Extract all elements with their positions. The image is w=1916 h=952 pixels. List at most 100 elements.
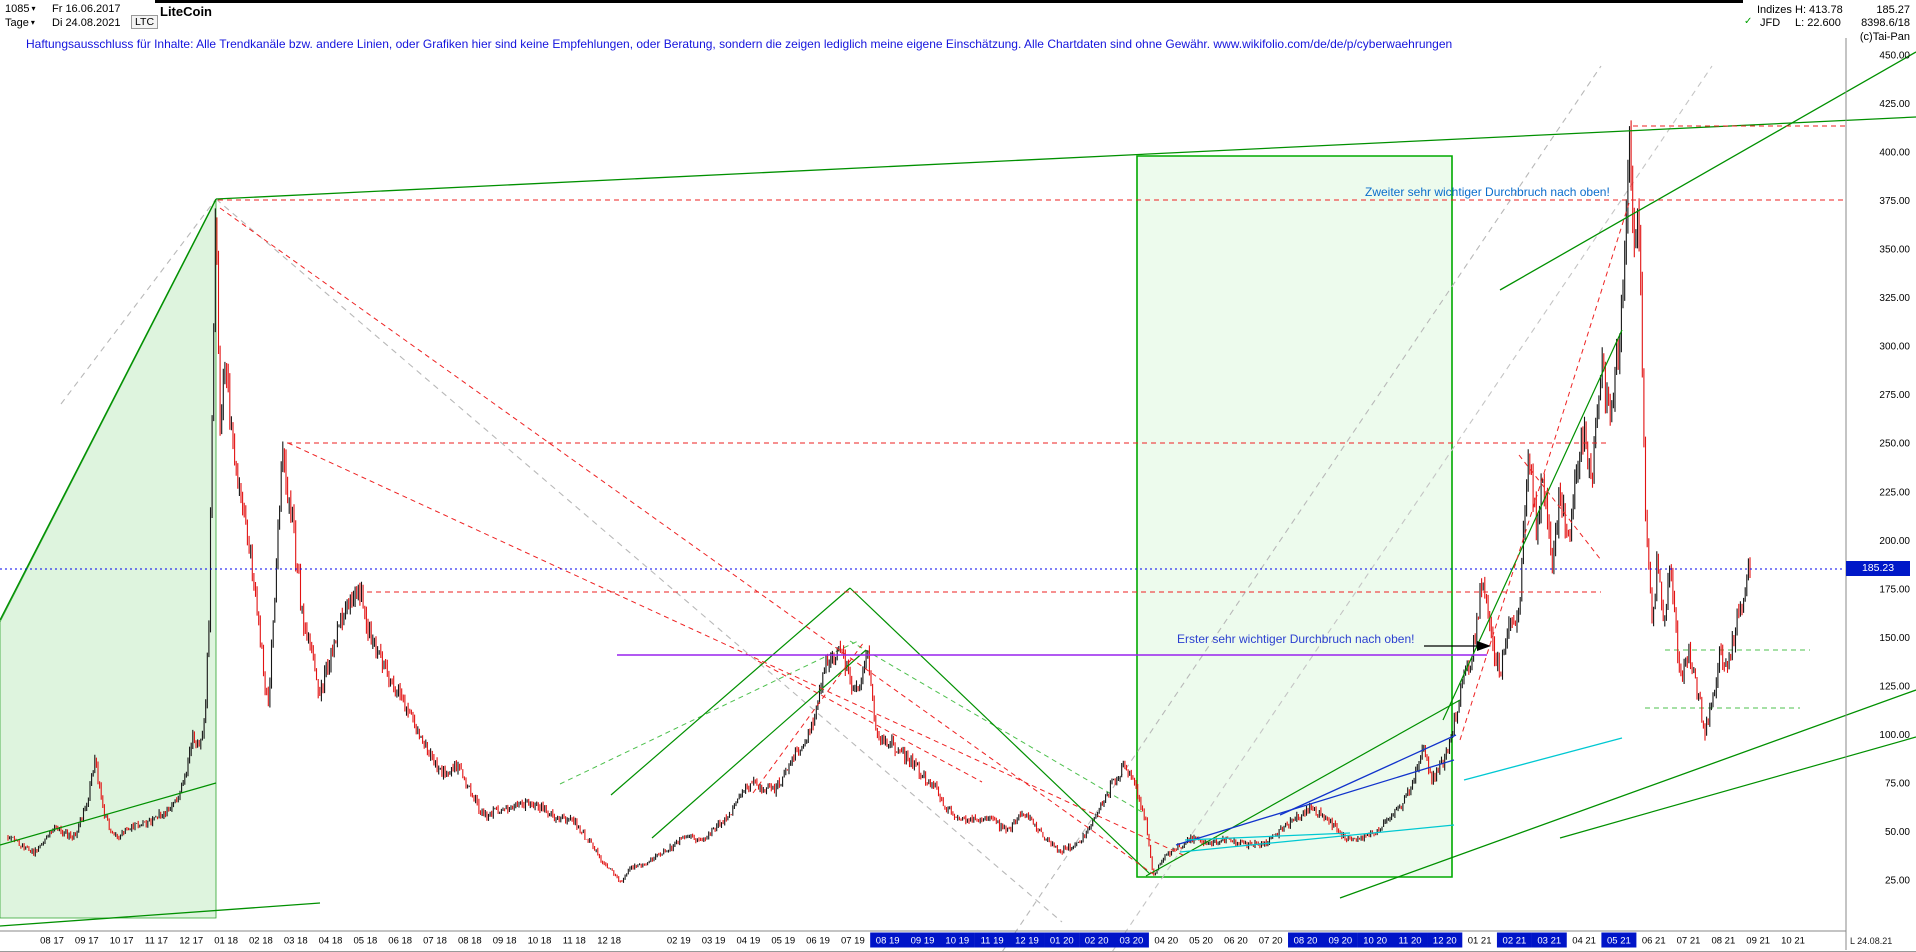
x-axis-highlight xyxy=(974,932,1010,948)
x-axis-label: 03 19 xyxy=(702,936,726,947)
green-support-bottom-right-2[interactable] xyxy=(1559,736,1916,839)
green-steep-top-right[interactable] xyxy=(1499,51,1916,291)
green-dashed-falling-2019[interactable] xyxy=(849,640,1143,813)
x-axis-label: 11 18 xyxy=(563,936,586,947)
red-flag-falling-2019[interactable] xyxy=(757,660,983,783)
x-axis-highlight xyxy=(1601,932,1637,948)
x-axis-label: 04 21 xyxy=(1572,936,1596,947)
period-value: Tage xyxy=(5,17,29,29)
candles-up xyxy=(9,126,1749,883)
cyan-support-2020-a[interactable] xyxy=(1179,824,1455,853)
x-axis-highlight xyxy=(1079,932,1115,948)
x-axis-label: 09 21 xyxy=(1746,936,1770,947)
blue-support-2020-b[interactable] xyxy=(1279,734,1457,816)
indizes-label: Indizes xyxy=(1757,4,1792,16)
x-axis-highlight xyxy=(1009,932,1045,948)
broker-label: JFD xyxy=(1760,17,1781,29)
gray-dashed-rising-right[interactable] xyxy=(1112,65,1713,952)
x-axis-label: 03 20 xyxy=(1120,936,1144,947)
x-axis-highlight xyxy=(1322,932,1358,948)
x-axis-label: 07 19 xyxy=(841,936,865,947)
green-falling-2019[interactable] xyxy=(849,587,1151,875)
accumulation-box-region[interactable] xyxy=(1136,155,1453,878)
period-low-value: L: 22.600 xyxy=(1795,17,1841,29)
x-axis-label: 01 21 xyxy=(1468,936,1492,947)
x-axis-highlight xyxy=(1496,932,1532,948)
red-flag-2021[interactable] xyxy=(1518,454,1602,561)
caret-down-icon[interactable]: ▾ xyxy=(30,18,35,27)
y-axis-label: 225.00 xyxy=(1879,487,1910,498)
y-axis-label: 125.00 xyxy=(1879,681,1910,692)
green-rising-2019-b[interactable] xyxy=(651,649,867,839)
x-axis-label: 12 19 xyxy=(1015,936,1039,947)
red-flag-rising-2019[interactable] xyxy=(752,641,865,794)
green-dashed-rising-2018[interactable] xyxy=(559,640,859,785)
green-base-line-left[interactable] xyxy=(0,902,321,927)
x-axis-label: 12 18 xyxy=(597,936,621,947)
period-dropdown[interactable]: Tage ▾ xyxy=(5,17,35,29)
x-axis-label: 08 20 xyxy=(1294,936,1318,947)
symbol-field[interactable]: LTC xyxy=(131,15,159,29)
x-axis-highlight xyxy=(1392,932,1428,948)
x-axis-highlight xyxy=(870,932,906,948)
x-axis-label: 03 21 xyxy=(1537,936,1561,947)
x-axis-label: 09 17 xyxy=(75,936,99,947)
x-axis-label: 08 18 xyxy=(458,936,482,947)
x-axis-label: 11 17 xyxy=(145,936,168,947)
x-axis-highlight xyxy=(1044,932,1080,948)
gray-dashed-falling[interactable] xyxy=(215,198,1063,923)
x-axis-label: 12 20 xyxy=(1433,936,1457,947)
blue-support-2020-a[interactable] xyxy=(1175,759,1455,846)
x-axis-label: 10 19 xyxy=(945,936,969,947)
annotation-first-breakout: Erster sehr wichtiger Durchbruch nach ob… xyxy=(1177,632,1415,646)
bull-channel-region[interactable] xyxy=(0,199,217,919)
gray-dashed-rising-left[interactable] xyxy=(60,198,217,405)
y-axis-label: 50.00 xyxy=(1885,827,1910,838)
green-rally-2021[interactable] xyxy=(1442,329,1623,721)
x-axis-label: 07 20 xyxy=(1259,936,1283,947)
x-axis-label: 06 20 xyxy=(1224,936,1248,947)
y-axis-label: 75.00 xyxy=(1885,779,1910,790)
red-falling-long-1[interactable] xyxy=(219,207,1154,875)
x-axis-label: 04 20 xyxy=(1154,936,1178,947)
date-from-field[interactable]: Fr 16.06.2017 xyxy=(52,3,121,15)
y-axis-label: 175.00 xyxy=(1879,584,1910,595)
x-axis-label: 10 18 xyxy=(528,936,552,947)
gray-dashed-rising-mid[interactable] xyxy=(1002,65,1602,952)
green-rising-2019-a[interactable] xyxy=(610,587,851,796)
green-support-bottom-right-1[interactable] xyxy=(1339,689,1916,899)
window-top-border xyxy=(155,0,1743,3)
red-falling-long-2[interactable] xyxy=(287,442,1184,856)
x-axis-highlight xyxy=(1113,932,1149,948)
green-long-resistance[interactable] xyxy=(215,116,1916,200)
y-axis-label: 325.00 xyxy=(1879,293,1910,304)
caret-down-icon[interactable]: ▾ xyxy=(31,4,36,13)
green-channel-top-left[interactable] xyxy=(0,198,217,621)
x-axis-label: 05 18 xyxy=(353,936,377,947)
cyan-support-2020-b[interactable] xyxy=(1184,832,1351,841)
y-axis-label: 25.00 xyxy=(1885,876,1910,887)
x-axis-label: 11 20 xyxy=(1398,936,1421,947)
green-inner-line-left[interactable] xyxy=(0,782,217,846)
y-axis-label: 100.00 xyxy=(1879,730,1910,741)
y-axis-label: 400.00 xyxy=(1879,148,1910,159)
x-axis-label: 12 17 xyxy=(179,936,203,947)
bars-count-value: 1085 xyxy=(5,3,30,15)
x-axis-label: 10 17 xyxy=(110,936,134,947)
red-rising-2021[interactable] xyxy=(1459,199,1631,741)
x-axis-label: 01 20 xyxy=(1050,936,1074,947)
y-axis-label: 300.00 xyxy=(1879,342,1910,353)
y-axis-label: 200.00 xyxy=(1879,536,1910,547)
date-to-field[interactable]: Di 24.08.2021 xyxy=(52,17,121,29)
x-axis-label: 07 18 xyxy=(423,936,447,947)
bars-count-dropdown[interactable]: 1085 ▾ xyxy=(5,3,36,15)
last-price-badge: 185.23 xyxy=(1846,561,1910,576)
x-axis-label: 06 21 xyxy=(1642,936,1666,947)
cyan-rising-2021[interactable] xyxy=(1463,737,1623,781)
x-axis-label: 07 21 xyxy=(1677,936,1701,947)
check-icon: ✓ xyxy=(1744,16,1753,27)
disclaimer-text: Haftungsausschluss für Inhalte: Alle Tre… xyxy=(26,37,1453,51)
green-support-2020[interactable] xyxy=(1145,699,1461,877)
